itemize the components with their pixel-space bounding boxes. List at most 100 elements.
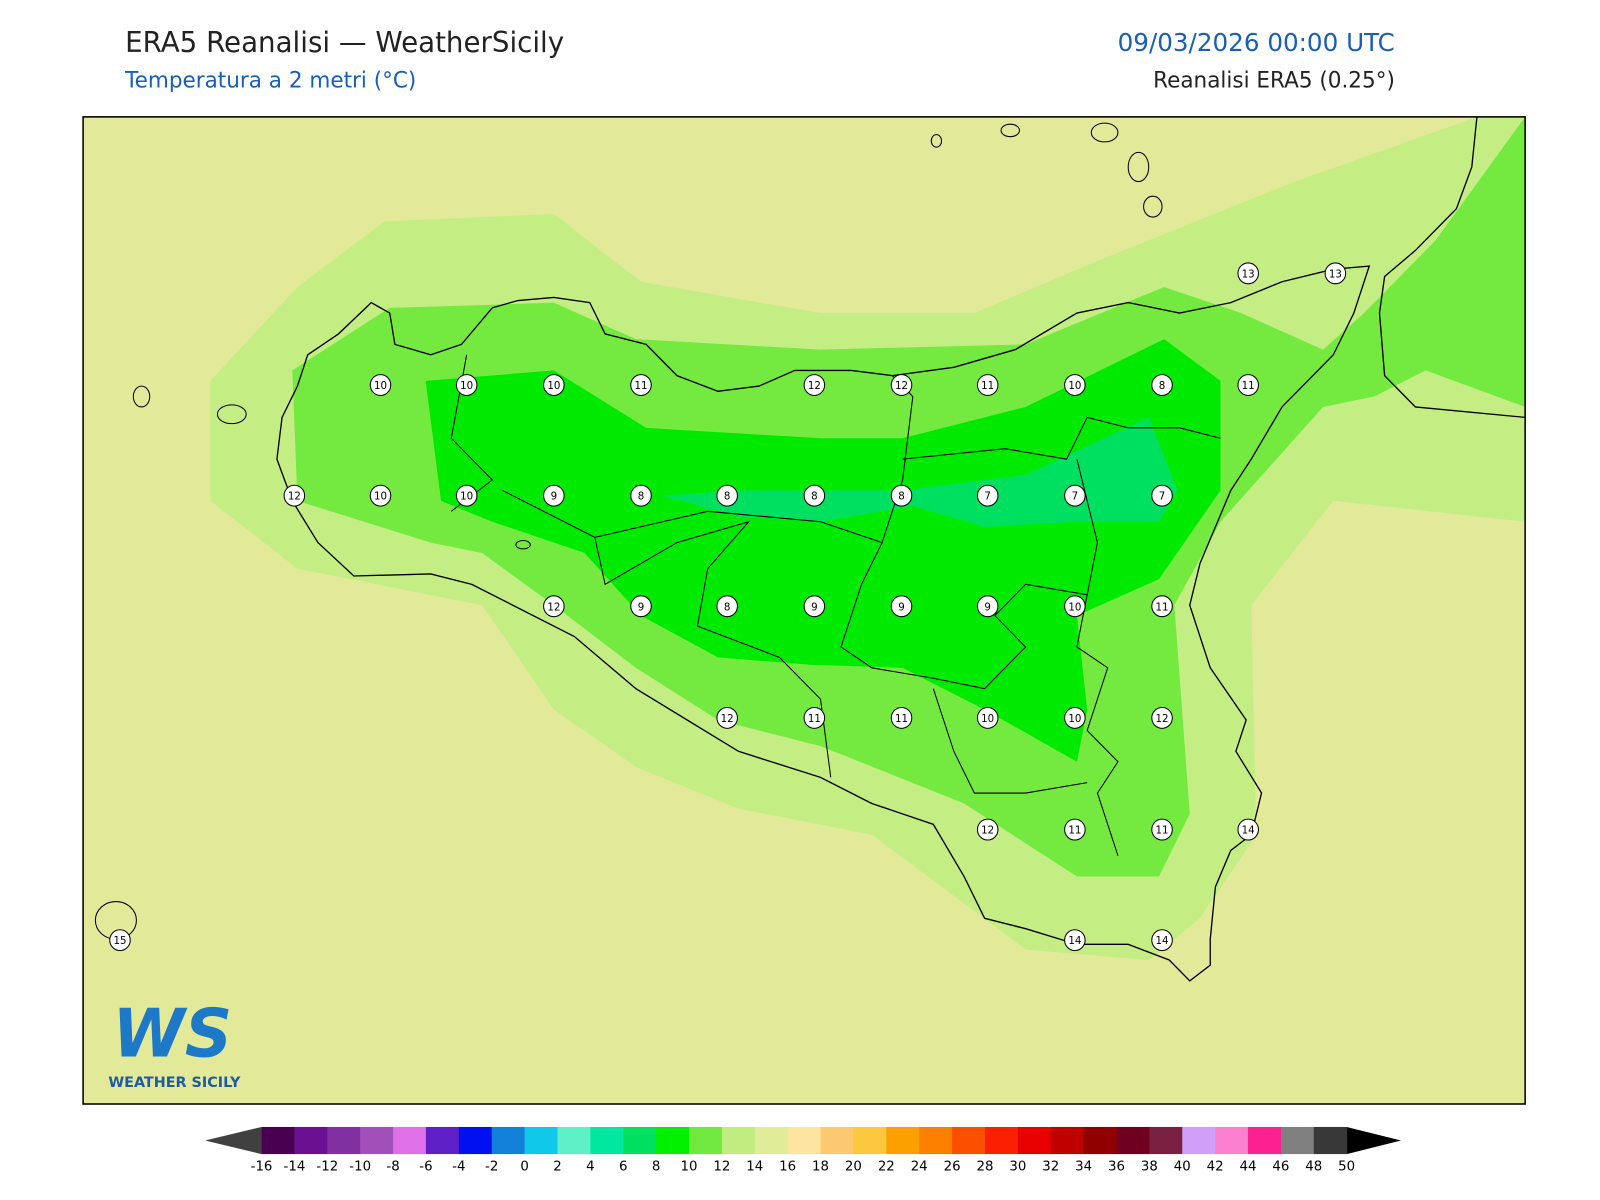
station-marker <box>543 484 565 507</box>
station-value: 10 <box>374 380 387 392</box>
map-frame <box>82 116 1526 1105</box>
title: ERA5 Reanalisi — WeatherSicily <box>125 26 564 59</box>
station-marker <box>1064 374 1086 396</box>
station-marker <box>543 595 565 618</box>
colorbar-segment <box>491 1126 526 1155</box>
station-marker <box>1151 374 1173 396</box>
colorbar-segment <box>754 1126 789 1155</box>
colorbar-segment <box>1050 1126 1085 1155</box>
colorbar-tick-label: 32 <box>1042 1160 1059 1175</box>
colorbar-segment <box>919 1126 953 1155</box>
colorbar-tick-label: 34 <box>1075 1160 1092 1175</box>
colorbar-tick-label: 6 <box>619 1160 627 1175</box>
colorbar-segment <box>1215 1126 1249 1155</box>
station-marker <box>890 484 913 507</box>
station-value: 11 <box>635 380 648 392</box>
colorbar-segment <box>1248 1126 1282 1155</box>
colorbar-tick-label: 16 <box>779 1160 796 1175</box>
colorbar-tick-label: -14 <box>284 1160 306 1175</box>
colorbar-segment <box>1083 1126 1118 1155</box>
colorbar-tick-label: -16 <box>251 1160 273 1175</box>
island <box>1090 122 1119 143</box>
station-marker <box>803 706 826 729</box>
station-marker <box>1064 929 1086 952</box>
colorbar-segment <box>886 1126 920 1155</box>
station-marker <box>1064 706 1086 729</box>
station-marker <box>543 374 565 396</box>
station-value: 14 <box>1156 935 1169 947</box>
colorbar-segment <box>1149 1126 1183 1155</box>
station-value: 11 <box>1156 825 1169 837</box>
station-value: 9 <box>811 601 818 613</box>
station-value: 14 <box>1068 935 1081 947</box>
station-marker <box>976 374 999 396</box>
station-marker <box>890 374 913 396</box>
station-value: 13 <box>1329 268 1342 280</box>
field-8 <box>425 339 1221 762</box>
colorbar-tick-label: 14 <box>746 1160 763 1175</box>
colorbar-segment <box>656 1126 690 1155</box>
date: 09/03/2026 00:00 UTC <box>1118 28 1395 57</box>
station-marker <box>1151 818 1173 841</box>
station-marker <box>630 484 652 507</box>
station-value: 10 <box>981 713 994 725</box>
station-marker <box>109 929 131 952</box>
station-marker <box>1237 818 1259 841</box>
colorbar-segment <box>1017 1126 1052 1155</box>
stations: 13 13 10 10 10 11 12 12 11 10 8 11 12 10 10 9 8 8 8 8 7 7 7 12 9… <box>109 262 1347 952</box>
colorbar-tick-label: 20 <box>845 1160 862 1175</box>
colorbar-segment <box>294 1126 328 1155</box>
station-marker <box>1151 484 1173 507</box>
island <box>1127 151 1150 183</box>
map-area <box>83 116 1526 1104</box>
field-6 <box>661 417 1178 527</box>
colorbar-tick-label: -8 <box>386 1160 399 1175</box>
island <box>132 385 151 408</box>
station-value: 12 <box>288 491 301 503</box>
station-value: 8 <box>638 491 645 503</box>
station-value: 7 <box>1159 491 1166 503</box>
station-marker <box>630 374 652 396</box>
colorbar-tick-label: 24 <box>911 1160 928 1175</box>
station-value: 9 <box>638 601 645 613</box>
colorbar-segment <box>721 1126 756 1155</box>
colorbar-segment <box>425 1126 460 1155</box>
colorbar-segment <box>787 1126 822 1155</box>
logo-mark: WS <box>112 995 232 1073</box>
colorbar-segment <box>984 1126 1019 1155</box>
station-value: 10 <box>374 491 387 503</box>
colorbar-tick-label: 12 <box>713 1160 730 1175</box>
station-marker <box>1324 262 1347 285</box>
colorbar-tick-label: 22 <box>878 1160 895 1175</box>
station-marker <box>283 484 306 507</box>
station-value: 10 <box>1068 380 1081 392</box>
colorbar-under <box>205 1126 262 1155</box>
island <box>1000 123 1020 138</box>
colorbar: -16 -14 -12 -10 -8 -6 -4 -2 0 2 4 6 8 10 12 14 16 18 20 22 2… <box>205 1126 1402 1175</box>
colorbar-segment <box>689 1126 723 1155</box>
station-value: 12 <box>547 601 560 613</box>
station-value: 11 <box>895 713 908 725</box>
colorbar-segment <box>327 1126 361 1155</box>
station-value: 8 <box>811 491 818 503</box>
station-value: 11 <box>1242 380 1255 392</box>
station-value: 14 <box>1242 825 1255 837</box>
station-value: 10 <box>547 380 560 392</box>
station-value: 8 <box>898 491 905 503</box>
colorbar-tick-label: 28 <box>976 1160 993 1175</box>
colorbar-tick-label: 0 <box>520 1160 528 1175</box>
station-value: 9 <box>551 491 558 503</box>
station-marker <box>455 484 478 507</box>
borders <box>450 354 1221 856</box>
colorbar-segment <box>1280 1126 1315 1155</box>
station-marker <box>976 706 999 729</box>
colorbar-tick-label: -4 <box>452 1160 465 1175</box>
station-value: 9 <box>898 601 905 613</box>
colorbar-tick-label: -2 <box>485 1160 498 1175</box>
colorbar-tick-label: 2 <box>553 1160 561 1175</box>
station-marker <box>890 706 913 729</box>
colorbar-segment <box>1313 1126 1348 1155</box>
station-marker <box>716 706 738 729</box>
station-marker <box>455 374 478 396</box>
